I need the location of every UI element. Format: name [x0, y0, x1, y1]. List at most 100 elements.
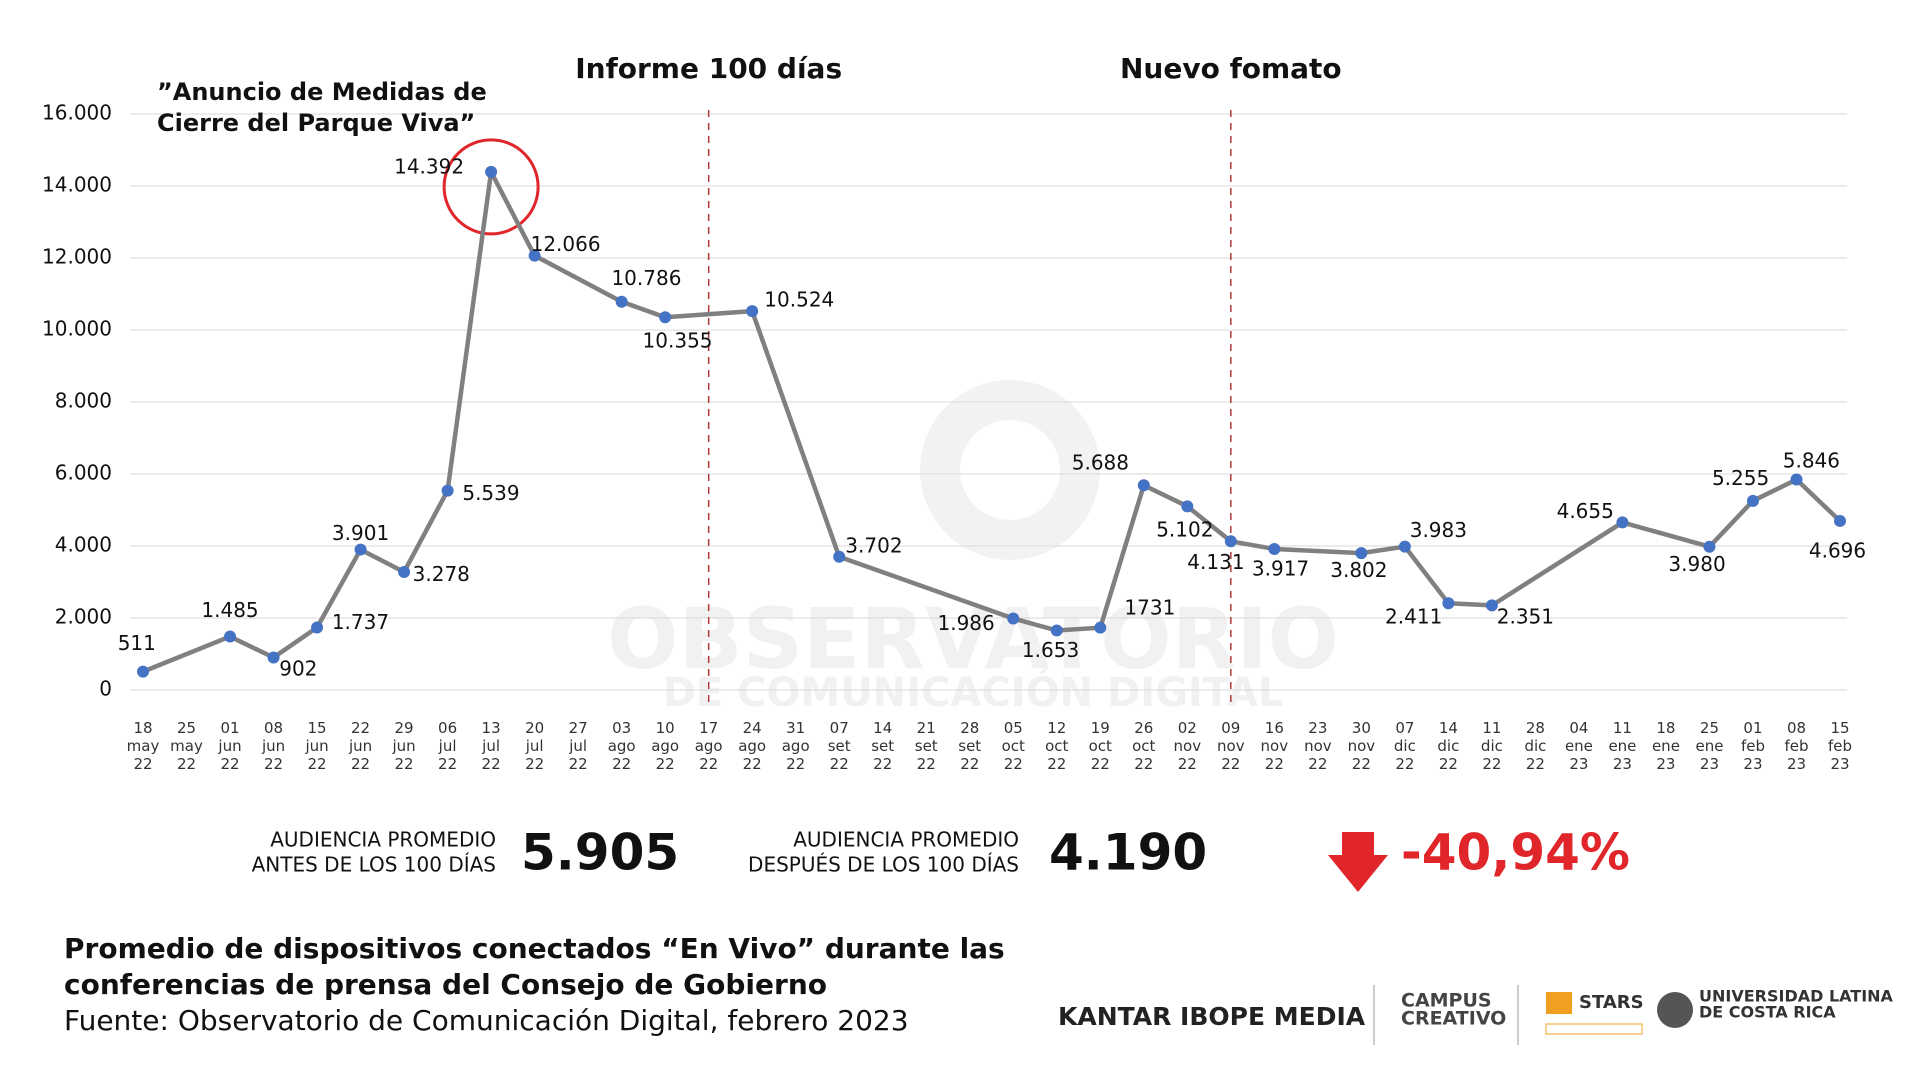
data-point	[746, 305, 759, 318]
watermark-text: DE COMUNICACIÓN DIGITAL	[663, 668, 1284, 716]
data-label: 1.485	[201, 598, 258, 622]
data-point	[1355, 547, 1368, 560]
x-tick-label: 12 oct 22	[1045, 719, 1068, 773]
data-point	[224, 630, 237, 643]
x-tick-label: 11 ene 23	[1608, 719, 1636, 773]
data-point	[1268, 542, 1281, 555]
data-label: 5.539	[462, 481, 519, 505]
data-label: 4.655	[1557, 499, 1614, 523]
data-point	[1746, 494, 1759, 507]
data-point	[1137, 479, 1150, 492]
data-point	[1224, 535, 1237, 548]
data-label: 4.131	[1187, 550, 1244, 574]
data-label: 12.066	[531, 232, 601, 256]
y-tick-label: 10.000	[42, 317, 112, 341]
data-label: 10.786	[611, 266, 681, 290]
x-tick-label: 03 ago 22	[608, 719, 636, 773]
logo-university: DE COSTA RICA	[1699, 1003, 1836, 1022]
x-tick-label: 15 jun 22	[304, 719, 328, 773]
logo-campus: CREATIVO	[1401, 1008, 1506, 1030]
data-label: 10.524	[764, 288, 834, 312]
callout-text: ”Anuncio de Medidas de	[157, 78, 487, 106]
data-point	[1442, 597, 1455, 610]
x-tick-label: 25 may 22	[170, 719, 203, 773]
annotation: Informe 100 días	[575, 52, 842, 85]
x-tick-label: 31 ago 22	[782, 719, 810, 773]
summary-value: 4.190	[1049, 824, 1207, 882]
y-tick-label: 8.000	[55, 389, 112, 413]
summary-value: 5.905	[521, 824, 679, 882]
y-tick-label: 6.000	[55, 461, 112, 485]
data-label: 5.688	[1072, 451, 1129, 475]
data-point	[267, 651, 280, 664]
x-tick-label: 25 ene 23	[1695, 719, 1723, 773]
x-tick-label: 28 set 22	[958, 719, 981, 773]
logo-campus: CAMPUS	[1401, 990, 1492, 1012]
data-label: 4.696	[1809, 538, 1866, 562]
data-label: 2.411	[1385, 605, 1442, 629]
x-tick-label: 09 nov 22	[1217, 719, 1245, 773]
x-tick-label: 24 ago 22	[738, 719, 766, 773]
footer-source: Fuente: Observatorio de Comunicación Dig…	[64, 1004, 909, 1037]
callout-circle	[442, 138, 540, 236]
data-point	[1398, 540, 1411, 553]
data-point	[1616, 516, 1629, 529]
x-tick-label: 18 ene 23	[1652, 719, 1680, 773]
data-label: 1.737	[332, 610, 389, 634]
y-tick-label: 2.000	[55, 605, 112, 629]
data-point	[1790, 473, 1803, 486]
data-point	[1050, 624, 1063, 637]
data-label: 5.102	[1156, 518, 1213, 542]
x-tick-label: 05 oct 22	[1002, 719, 1025, 773]
x-tick-label: 06 jul 22	[438, 719, 457, 773]
x-tick-label: 08 feb 23	[1784, 719, 1808, 773]
data-label: 1.653	[1022, 638, 1079, 662]
data-label: 1731	[1124, 596, 1175, 620]
footer-title: Promedio de dispositivos conectados “En …	[64, 932, 1005, 965]
x-tick-label: 29 jun 22	[391, 719, 415, 773]
callout-text: Cierre del Parque Viva”	[157, 109, 475, 137]
x-tick-label: 17 ago 22	[695, 719, 723, 773]
data-label: 14.392	[394, 155, 464, 179]
x-tick-label: 20 jul 22	[525, 719, 544, 773]
data-label: 902	[279, 656, 317, 680]
data-label: 3.983	[1410, 518, 1467, 542]
down-arrow	[1328, 832, 1388, 892]
data-point	[1007, 612, 1020, 625]
y-tick-label: 14.000	[42, 173, 112, 197]
data-point	[398, 565, 411, 578]
data-point	[1834, 514, 1846, 527]
x-tick-label: 02 nov 22	[1174, 719, 1202, 773]
data-point	[1703, 540, 1716, 553]
data-label: 3.702	[845, 533, 902, 557]
x-tick-label: 13 jul 22	[481, 719, 500, 773]
data-label: 5.846	[1783, 449, 1840, 473]
data-label: 3.802	[1330, 558, 1387, 582]
data-label: 511	[118, 631, 156, 655]
data-point	[1485, 599, 1498, 612]
data-label: 10.355	[643, 329, 713, 353]
logo-kantar: KANTAR IBOPE MEDIA	[1058, 1002, 1366, 1031]
annotation: Nuevo fomato	[1120, 52, 1342, 85]
logo-globe	[1657, 992, 1693, 1028]
x-tick-label: 23 nov 22	[1304, 719, 1332, 773]
watermark-icon	[920, 380, 1100, 560]
x-tick-label: 14 dic 22	[1437, 719, 1459, 773]
y-tick-label: 4.000	[55, 533, 112, 557]
chart: 0 2.000 4.000 6.000 8.000 10.000 12.000 14.000 1…	[42, 52, 1866, 773]
data-point	[528, 249, 541, 262]
summary-label: AUDIENCIA PROMEDIO	[270, 828, 496, 852]
data-point	[1181, 500, 1194, 513]
logo-stars-badge	[1546, 992, 1572, 1014]
data-point	[1094, 621, 1107, 634]
data-point	[354, 543, 367, 556]
x-tick-label: 26 oct 22	[1132, 719, 1155, 773]
data-label: 3.278	[413, 562, 470, 586]
x-tick-label: 11 dic 22	[1481, 719, 1503, 773]
x-tick-label: 22 jun 22	[348, 719, 372, 773]
data-label: 3.901	[332, 521, 389, 545]
footer-title: conferencias de prensa del Consejo de Go…	[64, 968, 827, 1001]
x-tick-label: 07 dic 22	[1394, 719, 1416, 773]
x-tick-label: 07 set 22	[828, 719, 851, 773]
